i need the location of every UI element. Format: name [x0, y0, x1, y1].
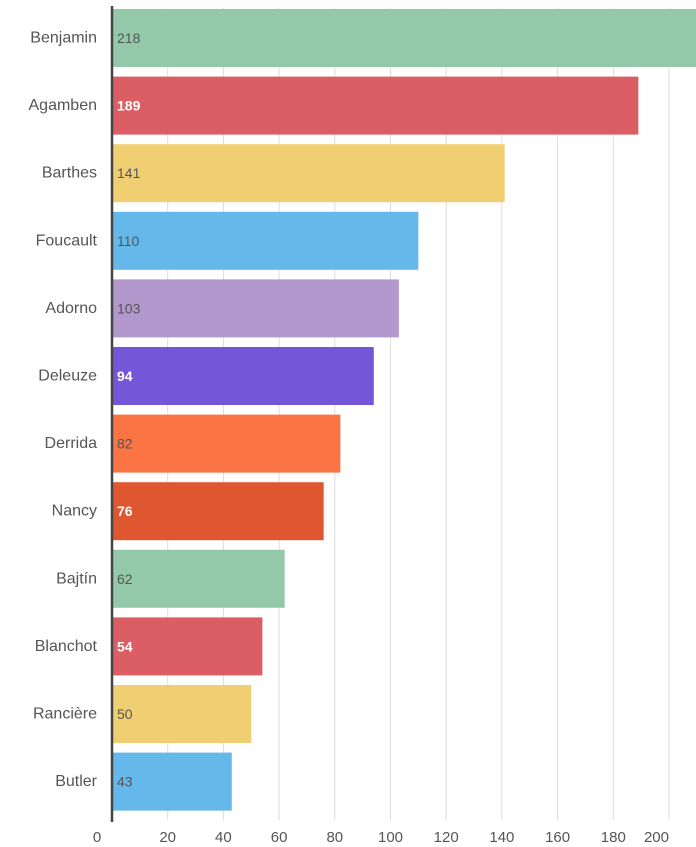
- value-label: 54: [117, 638, 133, 654]
- category-label: Butler: [55, 773, 97, 790]
- x-tick-label: 100: [378, 829, 403, 846]
- category-label: Rancière: [33, 706, 97, 723]
- x-tick-label: 200: [644, 829, 669, 846]
- value-label: 189: [117, 98, 141, 114]
- x-tick-labels: 0 20 40 60 80 100 120 140 160 180 200: [93, 829, 669, 846]
- category-label: Deleuze: [38, 368, 97, 385]
- x-tick-label: 160: [545, 829, 570, 846]
- x-tick-label: 120: [434, 829, 459, 846]
- x-tick-label: 40: [215, 829, 232, 846]
- value-label: 82: [117, 436, 133, 452]
- x-tick-label: 140: [489, 829, 514, 846]
- bar-barthes: [112, 144, 505, 202]
- value-label: 110: [117, 233, 140, 249]
- value-label: 50: [117, 706, 133, 722]
- bar-rancière: [112, 685, 251, 743]
- bar-deleuze: [112, 347, 374, 405]
- value-label: 218: [117, 30, 141, 46]
- value-labels: 218 189 141 110 103 94 82 76 62 54 50 43: [117, 30, 141, 790]
- category-label: Adorno: [45, 300, 97, 317]
- x-tick-label: 0: [93, 829, 101, 846]
- category-labels: Benjamin Agamben Barthes Foucault Adorno Dele…: [29, 30, 98, 791]
- category-label: Foucault: [36, 232, 98, 249]
- category-label: Bajtín: [56, 570, 97, 587]
- bar-agamben: [112, 77, 638, 135]
- x-tick-label: 60: [271, 829, 288, 846]
- category-label: Barthes: [42, 165, 97, 182]
- bar-benjamin: [112, 9, 696, 67]
- bar-nancy: [112, 482, 324, 540]
- x-tick-label: 20: [159, 829, 176, 846]
- bar-adorno: [112, 279, 399, 337]
- value-label: 76: [117, 503, 133, 519]
- value-label: 94: [117, 368, 133, 384]
- x-tick-label: 180: [601, 829, 626, 846]
- category-label: Blanchot: [35, 638, 98, 655]
- bar-bajtín: [112, 550, 285, 608]
- category-label: Agamben: [29, 97, 98, 114]
- bar-foucault: [112, 212, 418, 270]
- category-label: Nancy: [52, 503, 97, 520]
- x-tick-label: 80: [326, 829, 343, 846]
- value-label: 43: [117, 774, 133, 790]
- bar-derrida: [112, 415, 340, 473]
- bar-blanchot: [112, 617, 262, 675]
- value-label: 62: [117, 571, 133, 587]
- bars: [112, 9, 696, 811]
- category-label: Benjamin: [30, 30, 97, 47]
- category-label: Derrida: [45, 435, 98, 452]
- value-label: 141: [117, 165, 141, 181]
- value-label: 103: [117, 300, 141, 316]
